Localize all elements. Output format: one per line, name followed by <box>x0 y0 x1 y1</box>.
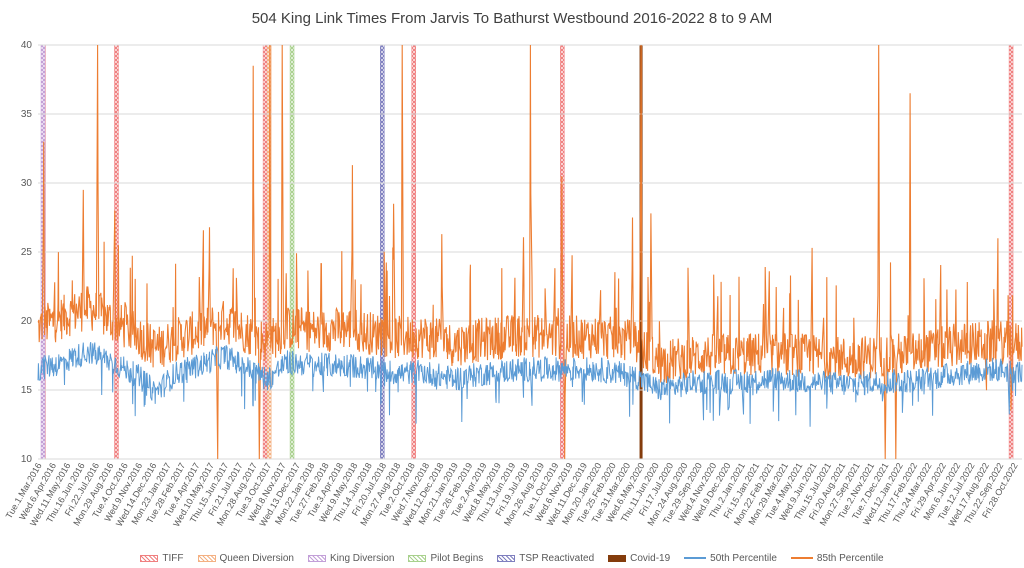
legend-swatch <box>197 554 216 562</box>
legend-swatch <box>307 554 326 562</box>
chart-plot: 10 15 20 25 30 35 40 Tue.1.Mar.2016Wed.6.Apr.2… <box>4 40 1023 529</box>
y-tick-label: 10 <box>21 454 33 465</box>
y-tick-label: 20 <box>21 316 33 327</box>
legend-label: TIFF <box>162 552 184 564</box>
legend-item: 85th Percentile <box>790 552 884 564</box>
series-lines <box>37 44 1023 460</box>
series-50th-percentile <box>37 341 1023 427</box>
y-tick-label: 35 <box>21 109 33 120</box>
legend-label: 50th Percentile <box>710 552 777 564</box>
legend-item: Queen Diversion <box>197 552 294 564</box>
legend-item: Pilot Begins <box>408 553 483 564</box>
legend-label: Queen Diversion <box>219 552 294 564</box>
legend-item: TSP Reactivated <box>497 553 594 564</box>
y-tick-label: 40 <box>21 40 33 51</box>
legend-label: TSP Reactivated <box>519 552 595 564</box>
legend: TIFF Queen Diversion King Diversion Pilot B… <box>0 550 1024 566</box>
x-tick-labels: Tue.1.Mar.2016Wed.6.Apr.2016Wed.11.May.2… <box>4 461 1020 529</box>
y-tick-label: 25 <box>21 247 33 258</box>
legend-swatch <box>608 554 627 562</box>
legend-label: 85th Percentile <box>816 552 884 564</box>
legend-item: Covid-19 <box>608 553 670 564</box>
legend-swatch <box>684 557 707 559</box>
legend-item: King Diversion <box>307 552 395 564</box>
series-85th-percentile <box>37 44 1023 460</box>
legend-swatch <box>140 554 159 562</box>
legend-item: 50th Percentile <box>684 553 777 564</box>
y-tick-labels: 10 15 20 25 30 35 40 <box>21 40 33 465</box>
y-tick-label: 15 <box>21 385 33 396</box>
legend-label: Covid-19 <box>630 552 671 564</box>
chart-title: 504 King Link Times From Jarvis To Bathu… <box>251 10 773 27</box>
legend-swatch <box>790 557 813 559</box>
legend-label: Pilot Begins <box>430 552 484 564</box>
y-tick-label: 30 <box>21 178 33 189</box>
legend-label: King Diversion <box>329 552 395 564</box>
legend-swatch <box>497 554 516 562</box>
legend-swatch <box>408 554 427 562</box>
legend-item: TIFF <box>140 552 184 564</box>
